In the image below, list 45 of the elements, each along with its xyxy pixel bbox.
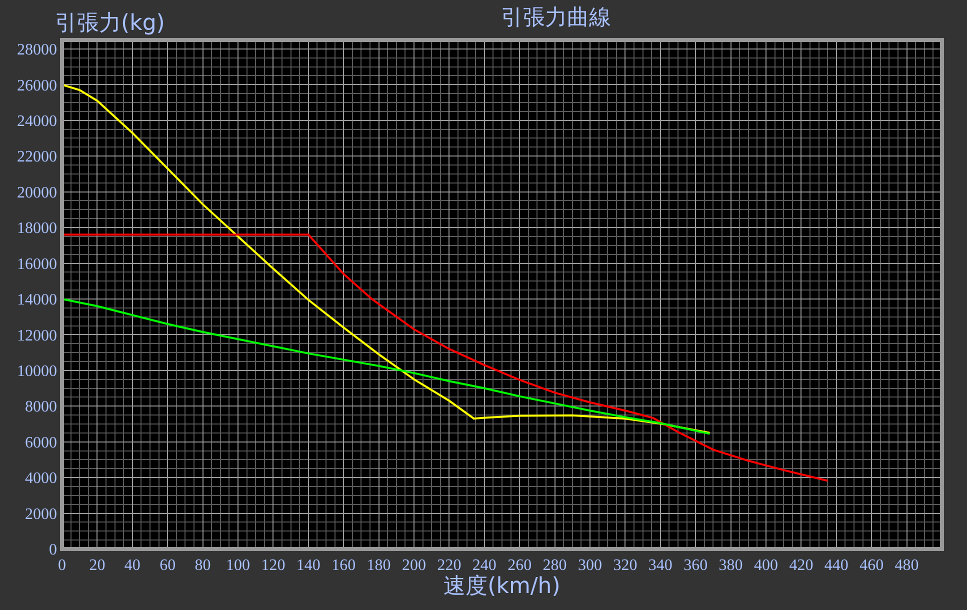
x-tick-label: 440	[824, 557, 848, 574]
line-series	[62, 234, 829, 482]
y-tick-label: 0	[49, 542, 57, 559]
y-tick-label: 26000	[17, 77, 57, 94]
x-tick-label: 460	[860, 557, 884, 574]
x-tick-label: 480	[894, 557, 919, 574]
y-tick-label: 20000	[17, 184, 57, 202]
x-tick-label: 160	[332, 557, 356, 574]
x-tick-label: 180	[366, 557, 391, 574]
x-axis-title: 速度(km/h)	[444, 574, 560, 599]
y-tick-label: 22000	[17, 148, 57, 166]
x-tick-label: 240	[472, 557, 496, 574]
x-tick-label: 320	[613, 557, 638, 574]
x-tick-label: 200	[402, 557, 426, 574]
x-tick-label: 140	[296, 557, 320, 574]
x-tick-label: 260	[508, 557, 532, 574]
y-tick-label: 28000	[17, 42, 57, 59]
y-tick-label: 10000	[17, 363, 57, 380]
x-tick-label: 380	[718, 557, 743, 574]
y-tick-label: 2000	[25, 506, 57, 523]
x-tick-label: 360	[684, 557, 708, 574]
y-tick-label: 6000	[25, 434, 57, 452]
y-tick-label: 4000	[25, 470, 57, 488]
y-tick-label: 12000	[17, 327, 57, 344]
x-tick-label: 220	[437, 557, 462, 574]
line-series	[62, 298, 711, 435]
x-tick-label: 120	[261, 557, 286, 574]
x-tick-label: 280	[542, 557, 567, 574]
chart-title: 引張力曲線	[501, 6, 612, 31]
x-tick-label: 20	[89, 557, 106, 574]
y-tick-label: 24000	[17, 112, 57, 130]
x-tick-label: 340	[648, 557, 672, 574]
y-axis-title: 引張力(kg)	[55, 11, 165, 36]
x-tick-label: 300	[578, 557, 602, 574]
x-tick-label: 60	[160, 557, 176, 574]
line-series	[62, 84, 711, 434]
x-tick-label: 40	[124, 557, 140, 574]
y-tick-label: 14000	[17, 292, 57, 309]
x-tick-label: 400	[754, 557, 778, 574]
y-tick-label: 16000	[17, 256, 57, 273]
y-tick-label: 18000	[17, 220, 57, 238]
x-tick-label: 100	[226, 557, 250, 574]
x-tick-label: 420	[789, 557, 814, 574]
y-tick-label: 8000	[25, 398, 57, 416]
x-tick-label: 80	[194, 557, 211, 574]
